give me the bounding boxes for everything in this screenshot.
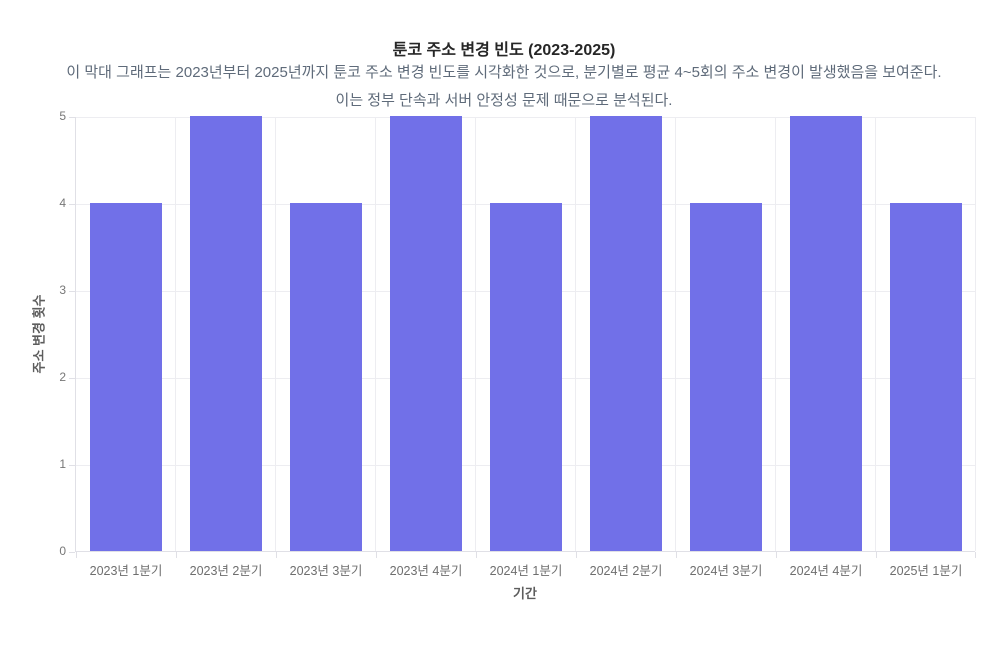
y-tick-label: 2: [59, 370, 66, 384]
gridline-vertical: [375, 117, 376, 551]
chart-description-line-1: 이 막대 그래프는 2023년부터 2025년까지 툰코 주소 변경 빈도를 시…: [66, 64, 942, 81]
x-axis-title: 기간: [513, 586, 537, 601]
y-axis-tick: [69, 465, 75, 466]
gridline-vertical: [275, 117, 276, 551]
y-axis-tick: [69, 117, 75, 118]
y-tick-label: 4: [59, 196, 66, 210]
bar: [490, 203, 562, 551]
x-axis-tick: [576, 552, 577, 558]
x-axis-tick: [876, 552, 877, 558]
bar: [690, 203, 762, 551]
y-axis-tick: [69, 204, 75, 205]
x-axis-tick: [776, 552, 777, 558]
y-axis-tick: [69, 378, 75, 379]
gridline-vertical: [175, 117, 176, 551]
y-tick-label: 5: [59, 109, 66, 123]
x-tick-label: 2024년 3분기: [689, 564, 763, 578]
y-axis-tick: [69, 291, 75, 292]
x-tick-label: 2024년 2분기: [589, 564, 663, 578]
x-axis-tick: [176, 552, 177, 558]
bar: [390, 116, 462, 551]
x-tick-label: 2025년 1분기: [889, 564, 963, 578]
x-axis-tick: [476, 552, 477, 558]
chart-title: 툰코 주소 변경 빈도 (2023-2025): [392, 42, 616, 59]
y-axis-title: 주소 변경 횟수: [31, 294, 47, 374]
x-axis-tick: [676, 552, 677, 558]
gridline-vertical: [675, 117, 676, 551]
y-axis-tick: [69, 552, 75, 553]
x-axis-tick: [76, 552, 77, 558]
y-tick-label: 0: [59, 544, 66, 558]
x-tick-label: 2024년 1분기: [489, 564, 563, 578]
bar: [890, 203, 962, 551]
gridline-vertical: [975, 117, 976, 551]
plot-area: 0 1 2 3 4 5 2023년 1분기 2023년 2분기 2023년 3분기 2023년 4…: [59, 109, 976, 578]
x-axis-tick: [276, 552, 277, 558]
gridline-vertical: [775, 117, 776, 551]
x-tick-label: 2023년 4분기: [389, 564, 463, 578]
x-tick-label: 2023년 3분기: [289, 564, 363, 578]
bar: [290, 203, 362, 551]
gridline-horizontal: [76, 117, 975, 118]
y-tick-label: 3: [59, 283, 66, 297]
gridline-vertical: [475, 117, 476, 551]
x-axis-tick: [376, 552, 377, 558]
bar: [190, 116, 262, 551]
x-tick-label: 2023년 1분기: [89, 564, 163, 578]
x-axis-tick: [975, 552, 976, 558]
y-tick-label: 1: [59, 457, 66, 471]
bar: [790, 116, 862, 551]
chart-description-line-2: 이는 정부 단속과 서버 안정성 문제 때문으로 분석된다.: [335, 92, 673, 109]
gridline-vertical: [575, 117, 576, 551]
bar: [590, 116, 662, 551]
x-tick-label: 2024년 4분기: [789, 564, 863, 578]
x-tick-label: 2023년 2분기: [189, 564, 263, 578]
bar: [90, 203, 162, 551]
gridline-vertical: [875, 117, 876, 551]
